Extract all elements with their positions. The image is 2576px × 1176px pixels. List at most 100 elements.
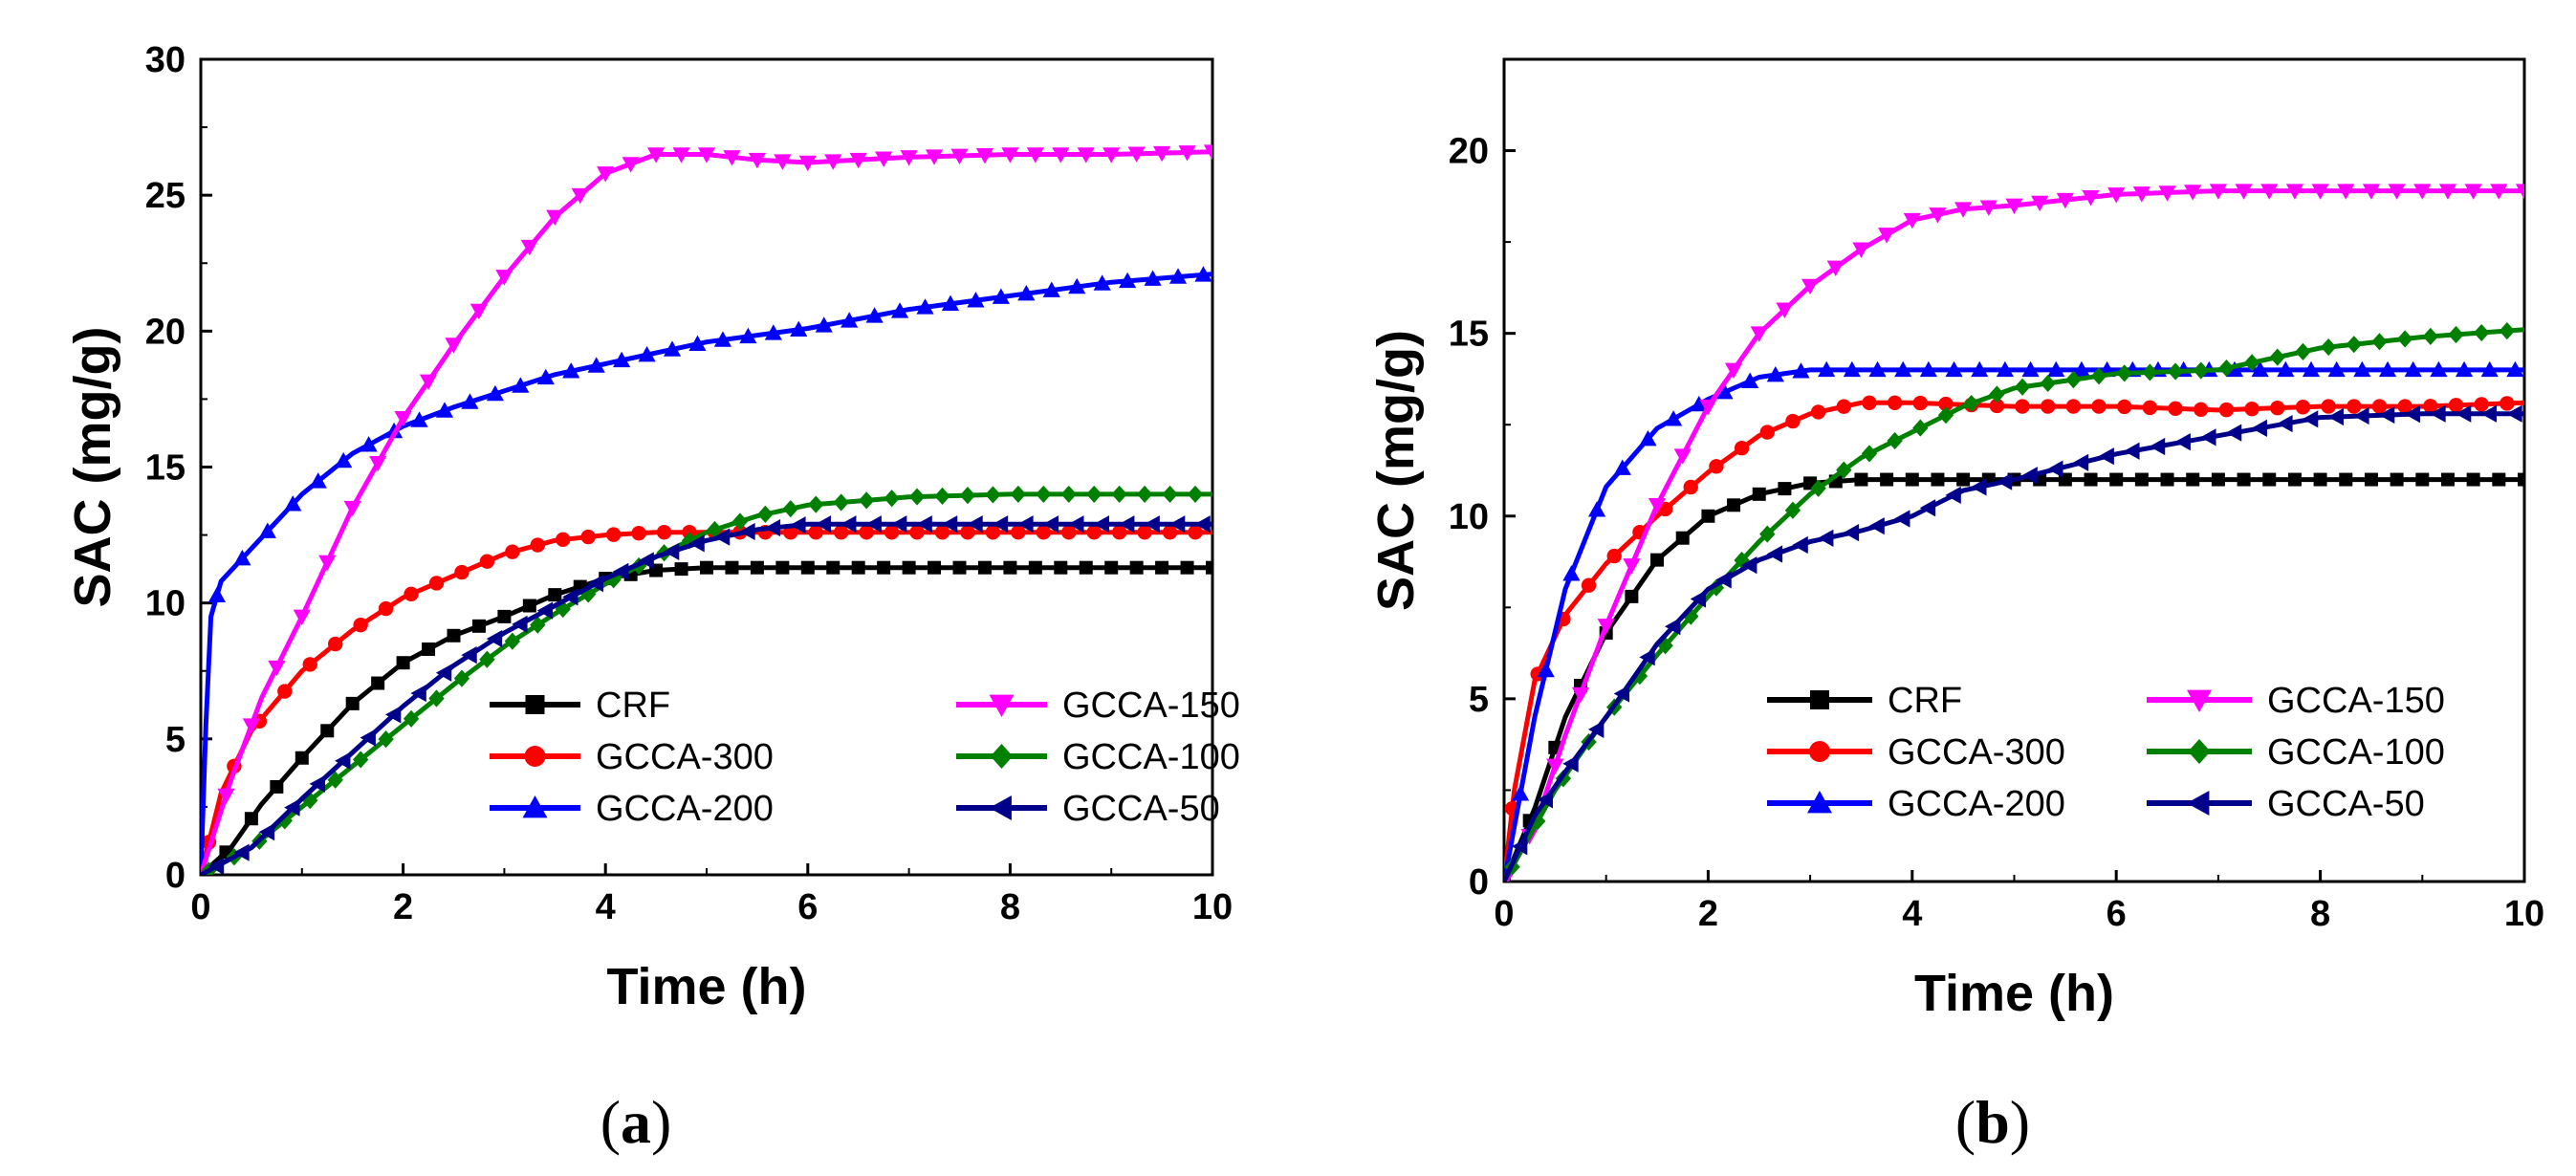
- data-point: [941, 294, 960, 312]
- series-line: [1504, 327, 2524, 882]
- data-point: [1060, 485, 1077, 504]
- data-point: [504, 632, 521, 650]
- data-point: [242, 718, 260, 734]
- data-point: [2404, 360, 2422, 378]
- series-GCCA-150: [201, 144, 1212, 875]
- data-point: [2440, 472, 2455, 487]
- data-point: [469, 303, 489, 320]
- data-point: [2260, 184, 2279, 200]
- data-point: [2142, 400, 2158, 416]
- data-point: [2337, 184, 2355, 200]
- data-point: [1036, 525, 1052, 540]
- data-point: [2262, 472, 2277, 487]
- data-point: [2302, 410, 2319, 428]
- data-point: [1971, 478, 1987, 496]
- data-point: [656, 525, 672, 540]
- data-point: [2438, 184, 2457, 200]
- legend-label: CRF: [1888, 681, 1962, 721]
- data-point: [1989, 398, 2005, 414]
- data-point: [536, 368, 555, 385]
- data-point: [2244, 401, 2259, 417]
- data-point: [1086, 525, 1102, 540]
- data-point: [2116, 364, 2132, 382]
- legend-entry-GCCA-150: GCCA-150: [956, 686, 1240, 726]
- data-point: [2149, 437, 2166, 456]
- data-point: [1675, 531, 1690, 545]
- data-point: [2362, 184, 2381, 200]
- data-point: [1734, 551, 1750, 570]
- data-point: [2065, 371, 2082, 389]
- data-point: [302, 657, 317, 672]
- data-point: [663, 542, 680, 560]
- data-point: [1843, 524, 1860, 542]
- data-point: [851, 560, 865, 575]
- data-point: [1810, 404, 1826, 420]
- data-point: [1792, 535, 1808, 555]
- data-point: [1052, 147, 1070, 163]
- data-point: [2353, 360, 2371, 378]
- data-point: [865, 515, 882, 534]
- data-point: [1111, 525, 1127, 540]
- data-point: [2492, 472, 2506, 487]
- data-point: [1188, 525, 1203, 540]
- data-point: [2506, 360, 2524, 378]
- legend-label: GCCA-300: [1888, 732, 2065, 773]
- data-point: [2388, 184, 2406, 200]
- data-point: [445, 338, 463, 354]
- data-point: [435, 402, 454, 418]
- legend-label: GCCA-300: [596, 737, 774, 777]
- data-point: [2218, 402, 2235, 418]
- legend-label: GCCA-200: [1888, 784, 2065, 824]
- data-point: [435, 664, 452, 682]
- data-point: [1203, 144, 1212, 161]
- data-point: [1912, 419, 1929, 437]
- y-tick-label: 0: [1469, 862, 1489, 903]
- legend-entry-GCCA-50: GCCA-50: [956, 789, 1220, 829]
- data-point: [2302, 360, 2321, 378]
- data-point: [750, 560, 764, 575]
- data-point: [1086, 485, 1102, 504]
- data-point: [2072, 453, 2089, 471]
- chart-panel-a: 0 2 4 6 8 10 0 5 10 15 20 25 30 Time (h) SAC (mg/g) CRF…: [64, 40, 1240, 1156]
- data-point: [798, 155, 817, 172]
- data-point: [890, 515, 907, 534]
- x-tick-label: 6: [797, 887, 818, 927]
- data-point: [2237, 472, 2251, 487]
- data-point: [1715, 571, 1732, 589]
- data-point: [268, 660, 286, 677]
- data-point: [1119, 515, 1135, 534]
- data-point: [461, 646, 477, 664]
- data-point: [2500, 396, 2515, 411]
- data-point: [824, 154, 842, 170]
- data-point: [884, 490, 900, 508]
- data-point: [403, 709, 420, 728]
- y-tick-label: 0: [165, 856, 186, 896]
- data-point: [497, 609, 512, 623]
- data-point: [967, 292, 985, 308]
- data-point: [335, 451, 353, 468]
- data-point: [447, 628, 461, 642]
- data-point: [2193, 361, 2209, 380]
- data-point: [1111, 485, 1127, 504]
- legend: CRF GCCA-150 GCCA-300 GCCA-100 GCCA-200 GCCA-…: [490, 686, 1240, 829]
- data-point: [1938, 396, 1954, 412]
- data-point: [1734, 440, 1750, 456]
- data-point: [2031, 195, 2049, 212]
- data-point: [2184, 185, 2202, 201]
- data-point: [1759, 425, 1775, 440]
- data-point: [422, 642, 436, 657]
- y-tick-label: 20: [145, 312, 186, 352]
- data-point: [2194, 402, 2209, 417]
- data-point: [1929, 207, 1947, 224]
- x-tick-label: 0: [1494, 894, 1514, 934]
- y-tick-label: 20: [1449, 132, 1489, 172]
- data-point: [2378, 360, 2397, 378]
- panel-caption: (b): [1955, 1088, 2030, 1156]
- data-point: [2134, 472, 2149, 487]
- data-point: [2243, 354, 2260, 372]
- data-point: [672, 147, 690, 163]
- data-point: [1068, 277, 1086, 294]
- data-point: [1581, 577, 1597, 593]
- data-point: [2396, 330, 2413, 348]
- data-point: [1144, 270, 1162, 286]
